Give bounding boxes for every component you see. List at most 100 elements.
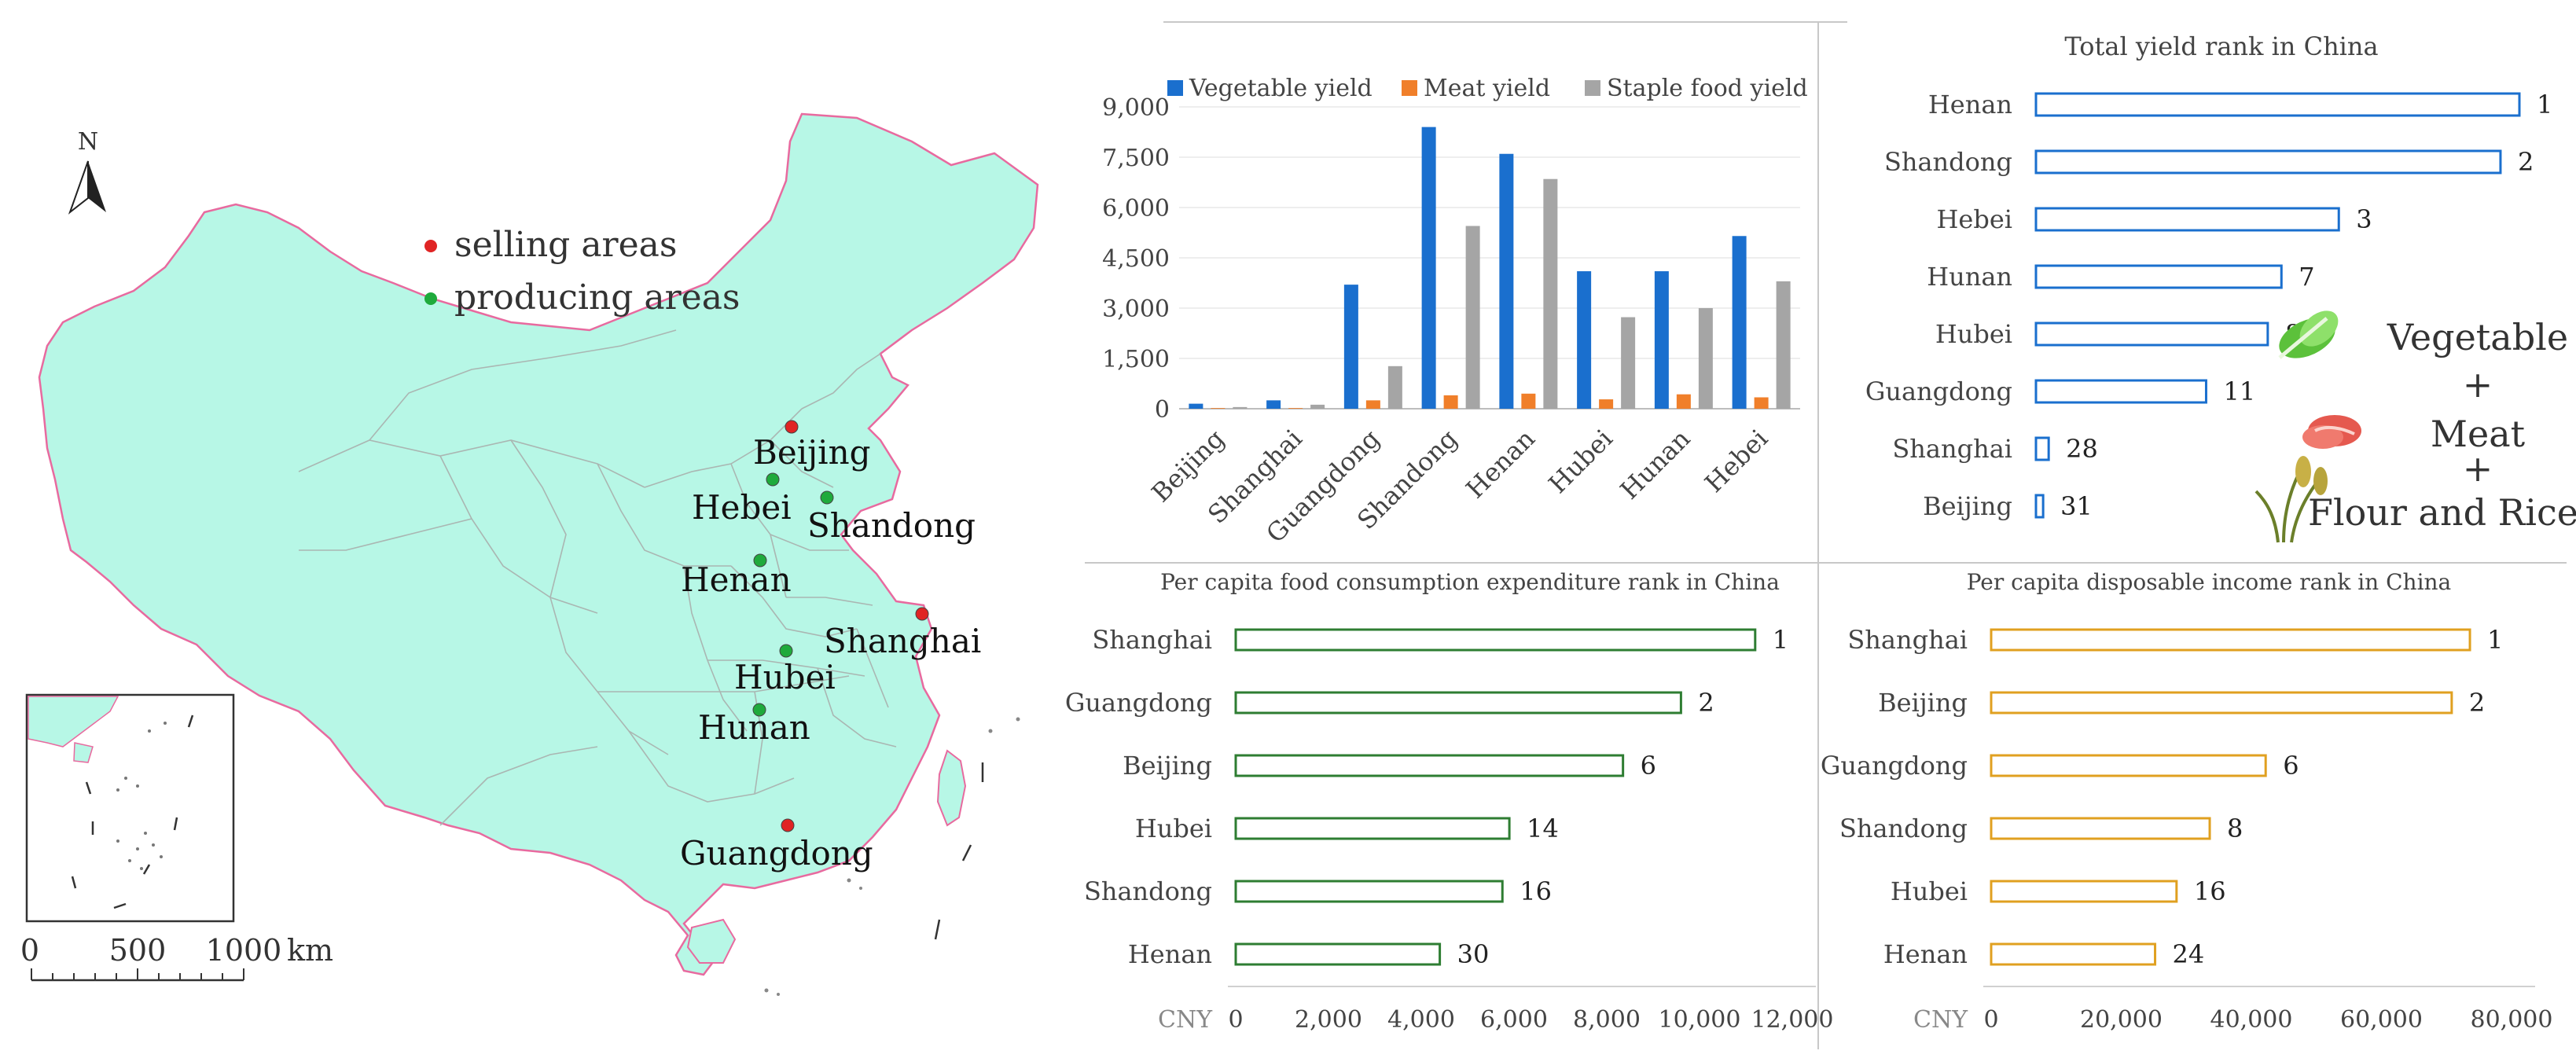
food-expenditure-rank-chart: Per capita food consumption expenditure … [1065, 569, 1834, 1034]
producing-legend-label: producing areas [454, 277, 740, 318]
north-arrow: N [68, 128, 106, 215]
bar-meat-yield-guangdong [1365, 400, 1380, 409]
city-label-henan: Henan [681, 560, 792, 599]
category-label-henan: Henan [1883, 939, 1968, 969]
category-label-shandong: Shandong [1884, 147, 2012, 177]
category-label-shanghai: Shanghai [1847, 625, 1968, 655]
chart-title: Per capita food consumption expenditure … [1160, 569, 1780, 595]
bar-hubei [1990, 880, 2178, 903]
city-label-shandong: Shandong [807, 506, 976, 545]
rank-label-hunan: 7 [2299, 262, 2314, 292]
disposable-income-rank-chart: Per capita disposable income rank in Chi… [1821, 569, 2553, 1034]
rank-label-hubei: 16 [2194, 876, 2226, 906]
bar-henan [1234, 942, 1442, 966]
rank-label-hebei: 3 [2356, 204, 2372, 234]
x-tick-label-hunan: Hunan [1615, 424, 1696, 505]
bar-meat-yield-shanghai [1288, 408, 1303, 409]
rank-label-henan: 24 [2173, 939, 2205, 969]
bar-hebei [2034, 207, 2340, 232]
rank-label-shanghai: 1 [1773, 625, 1788, 655]
x-tick-label: 4,000 [1387, 1006, 1455, 1034]
x-tick-label: 10,000 [1659, 1006, 1741, 1034]
map-legend: selling areas producing areas [424, 225, 740, 318]
scale-tick-1000: 1000 [206, 933, 282, 968]
city-label-shanghai: Shanghai [824, 622, 981, 660]
city-label-hunan: Hunan [698, 708, 810, 747]
selling-legend-marker [424, 240, 437, 252]
bar-staple-food-yield-hunan [1698, 308, 1713, 409]
x-tick-label-hubei: Hubei [1542, 424, 1618, 499]
category-label-hubei: Hubei [1891, 876, 1968, 906]
x-tick-label: 80,000 [2471, 1006, 2553, 1034]
x-tick-label: 8,000 [1573, 1006, 1641, 1034]
bar-shandong [2034, 149, 2502, 174]
bar-beijing [2034, 494, 2045, 519]
rank-label-hubei: 14 [1527, 814, 1559, 843]
bar-beijing [1234, 754, 1625, 777]
wheat-icon [2254, 456, 2328, 543]
sea-dots [764, 717, 1020, 996]
bar-vegetable-yield-hubei [1577, 271, 1592, 409]
producing-legend-marker [424, 292, 437, 305]
category-label-shandong: Shandong [1084, 876, 1212, 906]
bar-vegetable-yield-guangdong [1343, 285, 1358, 409]
bar-hubei [2034, 321, 2269, 347]
category-label-hebei: Hebei [1937, 204, 2013, 234]
rank-label-henan: 30 [1457, 939, 1490, 969]
rank-label-beijing: 2 [2469, 688, 2485, 718]
bar-staple-food-yield-guangdong [1387, 366, 1402, 409]
bar-henan [2034, 92, 2521, 117]
legend-label-meat-yield: Meat yield [1424, 75, 1550, 102]
annotation-meat: Meat [2431, 413, 2526, 455]
scale-tick-0: 0 [20, 933, 39, 968]
category-label-henan: Henan [1128, 939, 1212, 969]
south-china-sea-inset [25, 693, 235, 923]
chart-title: Per capita disposable income rank in Chi… [1967, 569, 2452, 595]
rank-label-shandong: 2 [2518, 147, 2534, 177]
bar-vegetable-yield-shandong [1421, 127, 1436, 409]
legend-label-staple-food-yield: Staple food yield [1607, 75, 1808, 102]
y-tick-label: 6,000 [1102, 195, 1170, 222]
bar-staple-food-yield-shandong [1465, 226, 1480, 409]
legend-label-vegetable-yield: Vegetable yield [1189, 75, 1373, 102]
bar-meat-yield-beijing [1211, 408, 1226, 409]
panel-dividers [1085, 21, 2567, 1049]
city-label-guangdong: Guangdong [680, 834, 873, 872]
food-annotation: Vegetable + Meat + Flour and Rice [2254, 310, 2576, 543]
city-markers: Beijing Hebei Shandong Henan Shanghai Hu… [680, 420, 981, 872]
bar-vegetable-yield-henan [1499, 153, 1514, 409]
annotation-plus-1: + [2463, 363, 2493, 406]
x-tick-label-henan: Henan [1460, 424, 1541, 505]
y-tick-label: 7,500 [1102, 145, 1170, 172]
bar-staple-food-yield-hubei [1621, 317, 1636, 409]
y-tick-label: 1,500 [1102, 346, 1170, 373]
map-scale-bar: 0 500 1000 km [20, 933, 333, 982]
bar-hubei [1234, 817, 1511, 840]
rank-label-shandong: 16 [1520, 876, 1552, 906]
rank-label-guangdong: 11 [2223, 377, 2255, 406]
rank-label-guangdong: 2 [1698, 688, 1714, 718]
annotation-plus-2: + [2463, 447, 2493, 490]
bar-staple-food-yield-henan [1543, 178, 1558, 409]
bar-vegetable-yield-shanghai [1266, 400, 1281, 409]
bar-meat-yield-henan [1521, 393, 1536, 409]
scale-unit: km [287, 933, 333, 968]
x-tick-label: 0 [1983, 1006, 1998, 1034]
y-tick-label: 9,000 [1102, 94, 1170, 122]
rank-label-beijing: 6 [1641, 751, 1656, 781]
legend-swatch-staple-food-yield [1585, 80, 1600, 96]
x-tick-label: 40,000 [2210, 1006, 2293, 1034]
y-tick-label: 3,000 [1102, 296, 1170, 323]
bar-meat-yield-shandong [1443, 395, 1458, 409]
sea-dashes [934, 762, 984, 940]
city-label-hebei: Hebei [692, 488, 792, 527]
bar-vegetable-yield-hunan [1654, 271, 1669, 409]
category-label-shanghai: Shanghai [1092, 625, 1212, 655]
selling-legend-label: selling areas [454, 225, 677, 265]
x-tick-label: 60,000 [2340, 1006, 2423, 1034]
meat-icon [2302, 415, 2361, 449]
category-label-guangdong: Guangdong [1821, 751, 1968, 781]
province-borders [298, 329, 897, 826]
bar-henan [1990, 942, 2157, 966]
bar-meat-yield-hebei [1754, 397, 1769, 409]
